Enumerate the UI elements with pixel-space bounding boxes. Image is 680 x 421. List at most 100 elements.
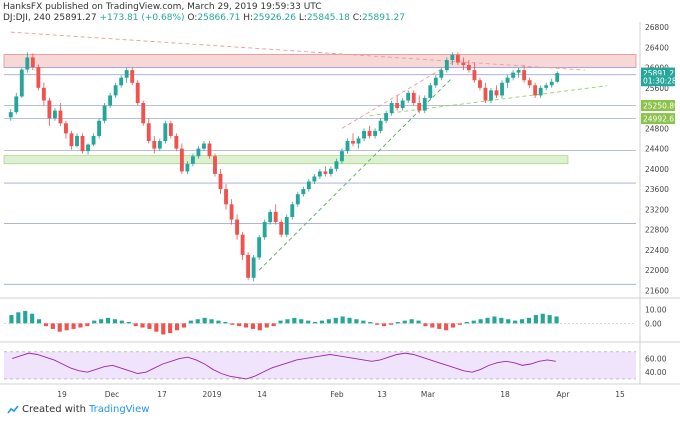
candle <box>356 135 361 149</box>
candle <box>290 201 295 220</box>
publisher-name[interactable]: HanksFX <box>3 2 43 12</box>
candle-body <box>224 189 228 205</box>
candle-body <box>257 237 262 258</box>
close-label: C: <box>352 13 363 23</box>
osc-bar <box>50 323 55 329</box>
candle <box>80 133 85 154</box>
osc-bar <box>43 323 49 327</box>
candle-body <box>41 87 46 101</box>
candle-body <box>213 156 217 174</box>
osc-bar <box>271 323 276 327</box>
candle-body <box>340 151 344 162</box>
candle <box>284 214 289 238</box>
osc-bar <box>375 323 380 325</box>
price-tick-label: 22400 <box>645 246 669 255</box>
candle-body <box>102 105 107 121</box>
rsi-tick-label: 60.00 <box>645 355 667 364</box>
price-badge <box>641 67 675 79</box>
candle <box>130 67 135 86</box>
candle-body <box>86 144 90 152</box>
osc-bar <box>361 320 366 324</box>
candle <box>152 135 157 154</box>
high-label: H: <box>243 13 254 23</box>
candle-body <box>36 67 41 88</box>
open-value: 25866.71 <box>197 13 241 23</box>
osc-bar <box>237 323 242 327</box>
osc-bar <box>126 322 131 324</box>
candle <box>174 133 179 152</box>
osc-bar <box>540 313 545 324</box>
watermark[interactable]: Created with TradingView <box>7 404 149 415</box>
x-tick-label: Apr <box>557 390 571 399</box>
candle-body <box>367 130 372 136</box>
osc-bar <box>326 319 331 324</box>
candle-body <box>406 92 411 101</box>
candle-body <box>25 57 30 70</box>
candle <box>141 100 146 126</box>
price-tick-label: 22000 <box>645 266 669 275</box>
candle-body <box>64 123 68 134</box>
candle-body <box>97 120 102 136</box>
candle-body <box>157 141 162 149</box>
candle <box>362 128 366 142</box>
candle-body <box>130 70 135 83</box>
candle-body <box>450 54 455 60</box>
price-badge <box>641 75 675 87</box>
candle <box>218 168 223 195</box>
osc-bar <box>181 323 187 328</box>
candle-body <box>511 72 516 78</box>
candle-body <box>290 204 295 217</box>
osc-bar <box>340 316 345 324</box>
candle-body <box>400 100 405 109</box>
low-label: L: <box>298 13 307 23</box>
candle-body <box>384 113 389 121</box>
price-tick-label: 21600 <box>645 286 669 295</box>
candle <box>549 78 554 88</box>
candle <box>433 75 438 88</box>
osc-bar <box>216 320 221 324</box>
candle-body <box>229 204 234 220</box>
symbol-label[interactable]: DJ:DJI, 240 <box>3 13 51 23</box>
osc-bar <box>347 317 352 324</box>
osc-bar <box>30 313 35 324</box>
price-tick-label: 24800 <box>645 124 669 133</box>
open-label: O: <box>187 13 198 23</box>
x-tick-label: 18 <box>500 390 510 399</box>
candle <box>47 97 52 126</box>
candle <box>262 219 267 240</box>
osc-bar <box>292 317 297 324</box>
osc-bar <box>430 323 435 328</box>
symbol-line: DJ:DJI, 240 25891.27 +173.81 (+0.68%) O:… <box>3 13 405 24</box>
osc-bar <box>416 320 421 324</box>
price-badge-label: 24992.61 <box>643 115 679 124</box>
trendline <box>369 85 607 117</box>
candle <box>522 65 527 83</box>
osc-bar <box>112 319 118 324</box>
candle <box>97 118 102 139</box>
candle <box>257 234 262 261</box>
high-value: 25926.26 <box>253 13 296 23</box>
candle-body <box>433 77 438 86</box>
candle <box>306 178 311 192</box>
candle <box>41 82 46 106</box>
candle-body <box>461 62 466 66</box>
candle-body <box>516 70 521 73</box>
osc-bar <box>554 316 559 324</box>
osc-bar <box>354 319 359 324</box>
candle-body <box>373 130 378 136</box>
osc-bar <box>319 320 325 324</box>
price-change: +173.81 (+0.68%) <box>99 13 185 23</box>
candle <box>135 80 140 106</box>
candle-body <box>555 73 560 82</box>
osc-bar <box>368 322 373 324</box>
candle-body <box>533 85 538 96</box>
candle-body <box>538 87 543 96</box>
osc-bar <box>513 320 518 324</box>
candle-body <box>428 85 433 98</box>
osc-bar <box>23 310 28 324</box>
candle-body <box>306 181 311 190</box>
candle-body <box>455 54 460 63</box>
candle-body <box>108 95 113 106</box>
candle <box>439 67 444 81</box>
